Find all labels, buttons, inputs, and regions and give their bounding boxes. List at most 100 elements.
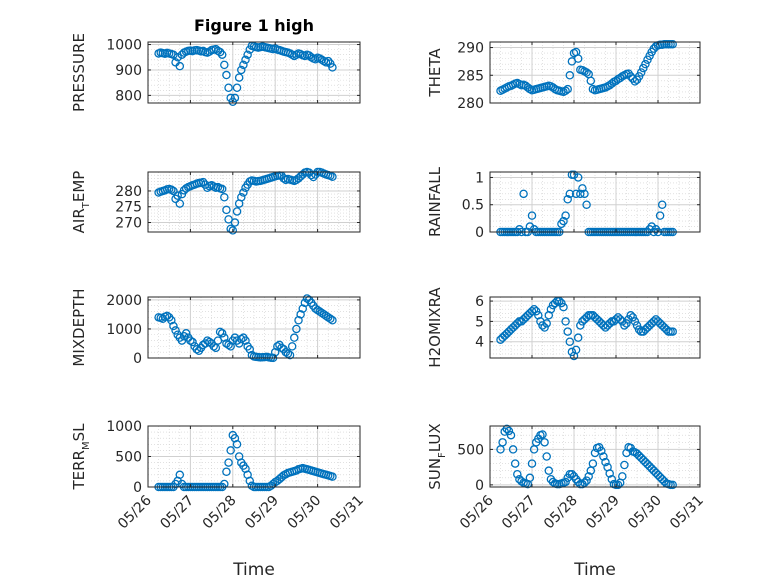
data-point: [580, 478, 589, 487]
data-point: [175, 61, 185, 71]
data-point: [173, 191, 182, 200]
x-tick-label: 05/29: [242, 493, 282, 533]
y-axis-label-subscript: T: [81, 201, 92, 209]
data-point: [559, 216, 568, 226]
y-axis-label-main: SUN: [426, 458, 444, 490]
data-point: [573, 54, 583, 63]
data-point: [519, 189, 528, 199]
data-point: [626, 72, 635, 81]
data-point: [647, 222, 656, 231]
data-point: [636, 68, 646, 77]
data-point: [645, 462, 654, 471]
data-point: [234, 73, 244, 82]
y-axis-label-tail: EMP: [70, 171, 88, 202]
data-point: [641, 457, 650, 467]
data-point: [559, 302, 568, 312]
y-axis-label-main: H2OMIXRA: [426, 287, 444, 368]
data-point: [563, 327, 572, 336]
data-point: [630, 77, 640, 86]
data-point: [611, 76, 621, 86]
data-point: [319, 310, 329, 319]
y-tick-label: 1: [475, 170, 484, 186]
data-point: [173, 53, 182, 62]
data-point: [328, 315, 337, 325]
subplot-1: 800 900 1000 PRESSURE Figure 1 high: [70, 16, 361, 112]
data-point: [186, 336, 195, 345]
data-point: [615, 315, 625, 324]
y-tick-label: 1000: [106, 419, 142, 435]
data-point: [296, 310, 305, 319]
data-point: [175, 470, 185, 480]
x-tick-label: 05/28: [541, 493, 581, 533]
data-point: [228, 226, 238, 235]
data-series: [496, 296, 677, 361]
y-axis-label: TERRMSL: [70, 423, 92, 491]
data-point: [222, 205, 231, 215]
data-point: [171, 326, 180, 335]
data-series: [496, 39, 677, 97]
data-point: [245, 345, 255, 354]
data-series: [496, 424, 677, 490]
data-point: [563, 195, 572, 204]
axes-box: [147, 41, 361, 104]
data-point: [618, 472, 627, 481]
data-point: [224, 83, 233, 93]
subplot-4: 0 0.5 1 RAINFALL: [426, 166, 701, 241]
data-point: [531, 306, 541, 316]
subplot-7: 0 500 1000 TERRMSL 05/26 05/27 05/28 05/29 05/30…: [70, 419, 367, 580]
data-point: [584, 472, 593, 481]
data-point: [639, 455, 648, 465]
y-axis-label: THETA: [426, 48, 444, 98]
data-point: [548, 83, 558, 92]
y-tick-label: 2000: [106, 293, 142, 309]
data-point: [241, 336, 250, 345]
data-point: [513, 319, 522, 328]
y-tick-label: 285: [457, 68, 484, 84]
data-point: [283, 349, 293, 358]
data-point: [615, 73, 625, 83]
y-tick-label: 800: [115, 88, 142, 104]
data-point: [169, 186, 178, 196]
x-tick-label: 05/31: [667, 493, 707, 533]
data-point: [294, 315, 303, 325]
data-point: [634, 451, 644, 461]
data-series: [154, 41, 337, 106]
y-tick-label: 0: [475, 478, 484, 494]
y-axis-label: AIRTEMP: [70, 171, 92, 234]
data-point: [504, 426, 514, 436]
data-point: [634, 325, 644, 334]
y-tick-label: 4: [475, 335, 484, 351]
data-point: [632, 449, 642, 458]
data-point: [599, 452, 608, 461]
data-point: [653, 470, 663, 480]
data-point: [651, 468, 661, 478]
data-point: [169, 50, 178, 59]
data-point: [573, 173, 583, 182]
data-point: [655, 472, 665, 482]
data-point: [561, 317, 570, 326]
data-point: [605, 469, 614, 478]
axes-box: [489, 41, 701, 104]
data-point: [607, 79, 617, 88]
data-point: [167, 315, 176, 325]
data-point: [578, 184, 587, 193]
y-tick-label: 0.5: [462, 198, 484, 214]
y-tick-label: 0: [133, 480, 142, 496]
x-axis-label: Time: [573, 560, 616, 580]
data-point: [542, 452, 551, 461]
y-axis-label-main: RAINFALL: [426, 166, 444, 237]
data-point: [573, 477, 583, 487]
data-point: [239, 188, 248, 197]
data-point: [649, 466, 659, 475]
data-point: [311, 55, 320, 64]
x-tick-label: 05/30: [625, 493, 665, 533]
data-point: [628, 313, 638, 322]
subplot-6: 4 5 6 H2OMIXRA: [426, 287, 701, 368]
data-point: [245, 476, 255, 486]
data-point: [226, 342, 235, 351]
x-tick-label: 05/29: [583, 493, 623, 533]
data-point: [525, 222, 535, 231]
data-point: [647, 464, 656, 473]
data-point: [582, 68, 591, 77]
